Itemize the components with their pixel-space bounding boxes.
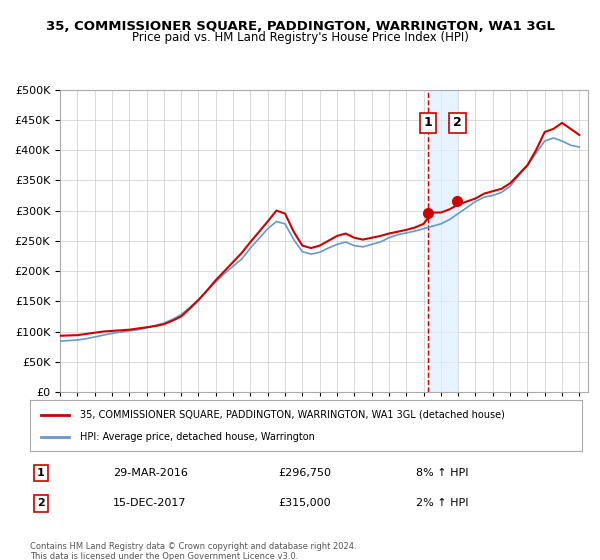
Text: 8% ↑ HPI: 8% ↑ HPI <box>416 468 469 478</box>
Text: 15-DEC-2017: 15-DEC-2017 <box>113 498 187 508</box>
Text: 1: 1 <box>424 116 432 129</box>
Text: 2: 2 <box>453 116 462 129</box>
Text: 29-MAR-2016: 29-MAR-2016 <box>113 468 188 478</box>
Text: 1: 1 <box>37 468 45 478</box>
Text: Price paid vs. HM Land Registry's House Price Index (HPI): Price paid vs. HM Land Registry's House … <box>131 31 469 44</box>
Bar <box>428 90 457 392</box>
Text: £296,750: £296,750 <box>278 468 331 478</box>
Text: 35, COMMISSIONER SQUARE, PADDINGTON, WARRINGTON, WA1 3GL (detached house): 35, COMMISSIONER SQUARE, PADDINGTON, WAR… <box>80 409 505 419</box>
Text: 2: 2 <box>37 498 45 508</box>
Text: 35, COMMISSIONER SQUARE, PADDINGTON, WARRINGTON, WA1 3GL: 35, COMMISSIONER SQUARE, PADDINGTON, WAR… <box>46 20 554 32</box>
Text: £315,000: £315,000 <box>278 498 331 508</box>
Text: 2% ↑ HPI: 2% ↑ HPI <box>416 498 469 508</box>
Text: HPI: Average price, detached house, Warrington: HPI: Average price, detached house, Warr… <box>80 432 314 442</box>
Text: Contains HM Land Registry data © Crown copyright and database right 2024.
This d: Contains HM Land Registry data © Crown c… <box>30 542 356 560</box>
